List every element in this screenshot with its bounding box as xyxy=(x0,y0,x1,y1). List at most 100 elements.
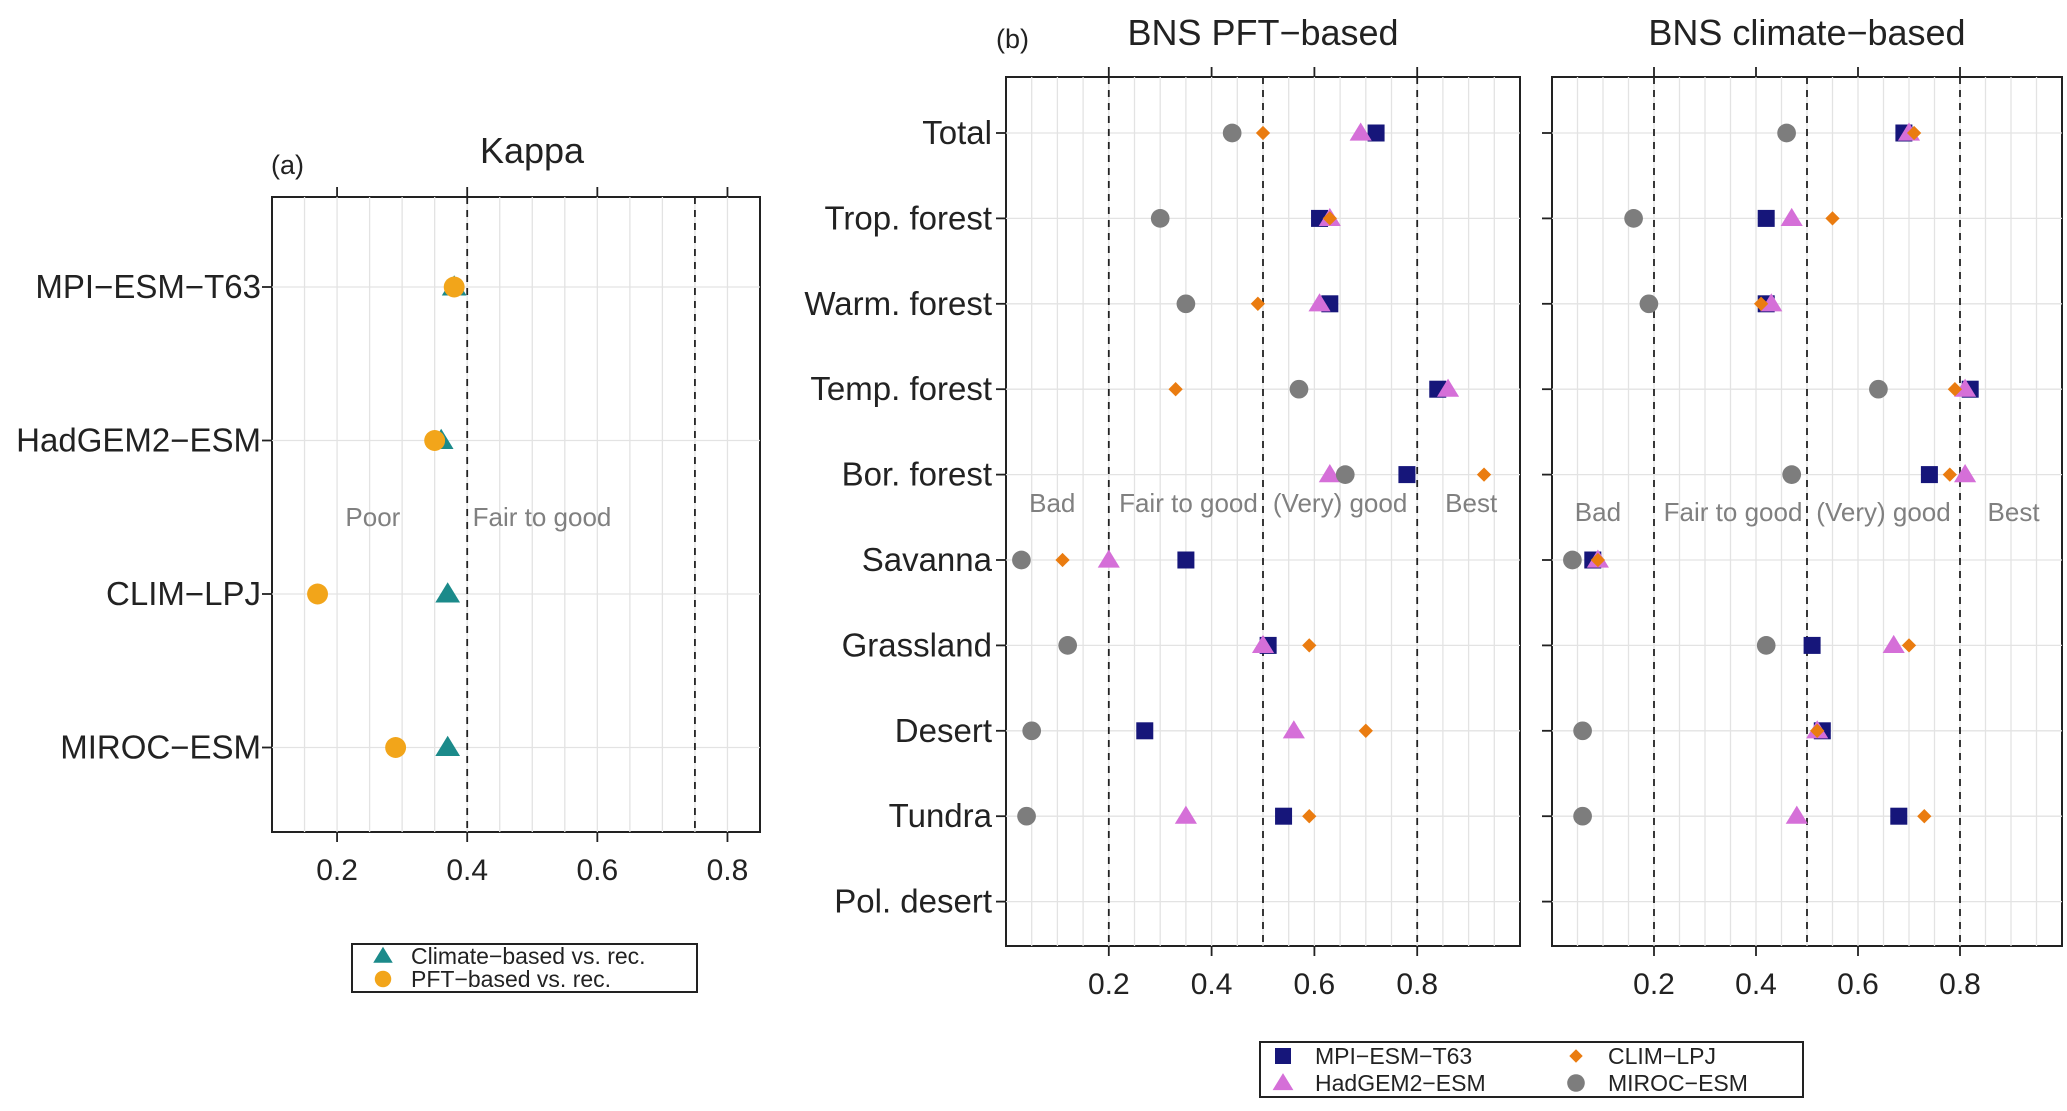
point-miroc-esm-bor-forest xyxy=(1335,465,1355,484)
legend-label-miroc-esm: MIROC−ESM xyxy=(1608,1070,1748,1096)
legend-label-hadgem2-esm: HadGEM2−ESM xyxy=(1315,1070,1486,1096)
point-miroc-esm-grassland xyxy=(1058,636,1078,655)
category-label-mpi-esm-t63: MPI−ESM−T63 xyxy=(35,268,261,305)
point-clim-lpj-grassland xyxy=(1901,638,1917,653)
point-mpi-esm-t63-total xyxy=(1367,124,1385,142)
legend-label-pft-based-vs-rec: PFT−based vs. rec. xyxy=(411,966,611,992)
point-mpi-esm-t63-desert xyxy=(1136,722,1154,740)
point-mpi-esm-t63-bor-forest xyxy=(1398,466,1416,484)
panel-a: 0.2 0.4 0.6 0.8 MPI−ESM−T63 HadGEM2−ESM CLIM−L… xyxy=(16,130,761,887)
point-hadgem2-esm-tundra xyxy=(1174,805,1197,824)
category-label-warm-forest: Warm. forest xyxy=(804,285,992,322)
point-miroc-esm-bor-forest xyxy=(1782,465,1802,484)
point-hadgem2-esm-tundra xyxy=(1785,805,1808,824)
legend-label-climate-based-vs-rec: Climate−based vs. rec. xyxy=(411,943,646,969)
legend-label-clim-lpj: CLIM−LPJ xyxy=(1608,1043,1716,1069)
point-miroc-esm-warm-forest xyxy=(1176,294,1196,314)
zone-label-very-good: (Very) good xyxy=(1816,497,1950,527)
point-hadgem2-esm-temp-forest xyxy=(1954,378,1977,397)
panel-letter: (a) xyxy=(271,150,304,180)
point-miroc-esm-temp-forest xyxy=(1869,379,1888,399)
zone-label-bad: Bad xyxy=(1029,488,1075,518)
zone-label-bad: Bad xyxy=(1575,497,1621,527)
x-tick-label: 0.8 xyxy=(707,854,749,887)
point-mpi-esm-t63-tundra xyxy=(1890,807,1908,825)
category-label-savanna: Savanna xyxy=(862,541,993,578)
point-clim-lpj-bor-forest xyxy=(1476,467,1492,482)
point-clim-lpj-tundra xyxy=(1302,809,1317,824)
zone-label-fair-to-good: Fair to good xyxy=(473,502,612,532)
plot-area xyxy=(271,196,761,833)
point-miroc-esm-trop-forest xyxy=(1624,209,1643,228)
category-label-grassland: Grassland xyxy=(842,626,992,663)
point-hadgem2-esm-grassland xyxy=(1251,634,1275,653)
point-hadgem2-esm-savanna xyxy=(1097,549,1120,568)
point-hadgem2-esm-trop-forest xyxy=(1780,207,1803,226)
category-label-hadgem2-esm: HadGEM2−ESM xyxy=(16,422,261,459)
x-tick-label: 0.2 xyxy=(1633,968,1675,1001)
panel-title: BNS climate−based xyxy=(1648,12,1965,53)
category-label-miroc-esm: MIROC−ESM xyxy=(60,729,261,766)
point-miroc-esm-desert xyxy=(1022,721,1042,741)
category-label-trop-forest: Trop. forest xyxy=(825,199,993,236)
point-miroc-esm-desert xyxy=(1573,721,1592,741)
x-tick-label: 0.2 xyxy=(1088,968,1130,1001)
point-mpi-esm-t63-grassland xyxy=(1803,636,1821,654)
point-clim-lpj-total xyxy=(1906,125,1922,141)
point-mpi-esm-t63-savanna xyxy=(1177,551,1195,569)
legend-box xyxy=(1259,1041,1804,1098)
point-clim-lpj-warm-forest xyxy=(1250,296,1265,311)
category-label-total: Total xyxy=(922,114,992,151)
panel-letter: (b) xyxy=(996,24,1029,54)
x-tick-label: 0.8 xyxy=(1939,968,1981,1001)
point-pft-based-vs-rec-miroc-esm xyxy=(385,737,407,758)
point-miroc-esm-savanna xyxy=(1563,550,1582,570)
category-label-temp-forest: Temp. forest xyxy=(810,370,992,407)
point-clim-lpj-desert xyxy=(1810,723,1825,738)
zone-label-best: Best xyxy=(1988,497,2041,527)
legend-marker-hadgem2-esm xyxy=(1272,1073,1294,1091)
point-clim-lpj-bor-forest xyxy=(1942,467,1957,482)
point-hadgem2-esm-bor-forest xyxy=(1318,464,1341,483)
point-miroc-esm-trop-forest xyxy=(1150,209,1170,228)
point-clim-lpj-savanna xyxy=(1590,552,1606,568)
point-hadgem2-esm-total xyxy=(1349,122,1372,141)
legend-marker-miroc-esm xyxy=(1567,1074,1585,1092)
point-hadgem2-esm-desert xyxy=(1282,720,1305,739)
point-miroc-esm-temp-forest xyxy=(1289,379,1309,399)
point-hadgem2-esm-warm-forest xyxy=(1308,293,1331,312)
point-hadgem2-esm-bor-forest xyxy=(1954,464,1977,483)
point-clim-lpj-savanna xyxy=(1055,552,1070,568)
x-tick-label: 0.2 xyxy=(316,854,358,887)
point-clim-lpj-tundra xyxy=(1917,809,1932,824)
point-miroc-esm-warm-forest xyxy=(1639,294,1659,314)
point-clim-lpj-desert xyxy=(1358,723,1373,738)
point-pft-based-vs-rec-clim-lpj xyxy=(307,583,328,605)
point-pft-based-vs-rec-mpi-esm-t63 xyxy=(443,276,465,298)
category-label-clim-lpj: CLIM−LPJ xyxy=(106,575,261,612)
legend-marker-mpi-esm-t63 xyxy=(1275,1048,1291,1064)
point-hadgem2-esm-grassland xyxy=(1882,634,1905,653)
point-pft-based-vs-rec-hadgem2-esm xyxy=(424,430,446,451)
category-label-bor-forest: Bor. forest xyxy=(842,456,992,493)
zone-label-very-good: (Very) good xyxy=(1273,488,1407,518)
legend-a: Climate−based vs. rec.PFT−based vs. rec. xyxy=(351,943,698,993)
panel-b-climate: 0.2 0.4 0.6 0.8 Bad Fair to good (Very) good Be… xyxy=(1542,12,2063,1001)
point-miroc-esm-tundra xyxy=(1573,806,1592,826)
legend-marker-pft-based-vs-rec xyxy=(374,970,392,988)
point-miroc-esm-grassland xyxy=(1756,636,1776,655)
point-clim-lpj-trop-forest xyxy=(1825,211,1840,226)
x-tick-label: 0.6 xyxy=(1837,968,1879,1001)
x-tick-label: 0.4 xyxy=(1191,968,1233,1001)
point-clim-lpj-warm-forest xyxy=(1753,296,1769,311)
legend-label-mpi-esm-t63: MPI−ESM−T63 xyxy=(1315,1043,1472,1069)
x-tick-label: 0.6 xyxy=(576,854,618,887)
point-climate-based-vs-rec-miroc-esm xyxy=(435,735,461,756)
zone-label-fair-to-good: Fair to good xyxy=(1119,488,1258,518)
point-miroc-esm-total xyxy=(1777,123,1796,143)
x-tick-label: 0.4 xyxy=(1735,968,1777,1001)
panel-title: BNS PFT−based xyxy=(1127,12,1398,53)
x-tick-label: 0.4 xyxy=(446,854,488,887)
category-label-tundra: Tundra xyxy=(889,797,993,834)
point-clim-lpj-total xyxy=(1255,125,1271,141)
